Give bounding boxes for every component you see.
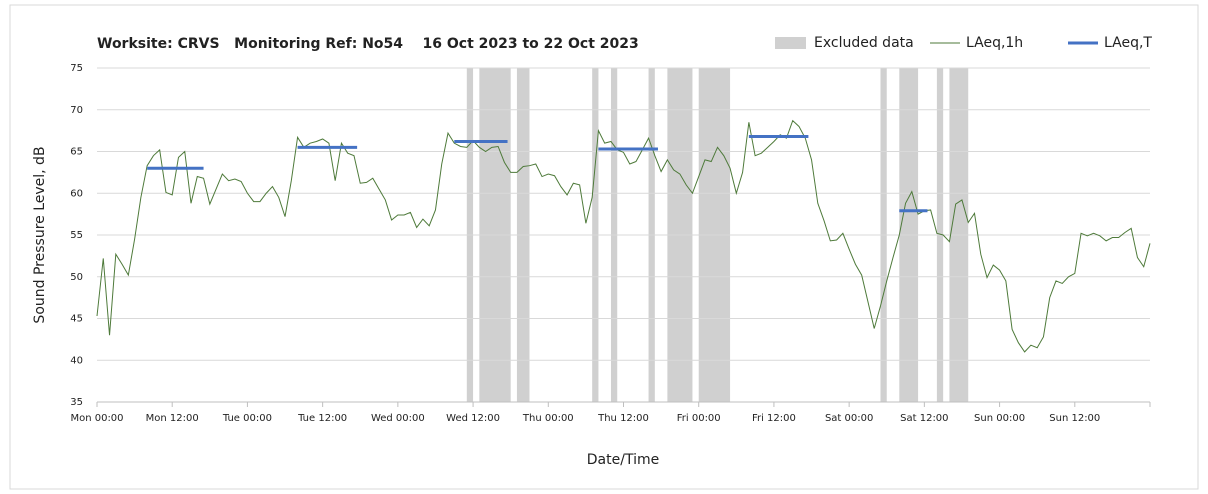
legend-label: LAeq,1h <box>966 35 1023 51</box>
y-tick-label: 55 <box>70 230 83 241</box>
x-tick-label: Sun 00:00 <box>974 413 1025 424</box>
x-tick-label: Mon 12:00 <box>146 413 199 424</box>
x-tick-label: Sun 12:00 <box>1049 413 1100 424</box>
y-tick-label: 70 <box>70 105 83 116</box>
x-tick-label: Wed 12:00 <box>446 413 500 424</box>
legend-label: LAeq,T <box>1104 35 1152 51</box>
y-tick-label: 50 <box>70 272 83 283</box>
chart-frame <box>9 4 1199 490</box>
chart-title: Worksite: CRVS Monitoring Ref: No54 16 O… <box>97 36 639 52</box>
x-tick-label: Mon 00:00 <box>70 413 123 424</box>
legend-swatch <box>775 37 806 49</box>
y-tick-label: 75 <box>70 63 83 74</box>
y-axis-label: Sound Pressure Level, dB <box>32 146 48 323</box>
x-tick-label: Wed 00:00 <box>371 413 425 424</box>
y-tick-label: 65 <box>70 147 83 158</box>
x-tick-label: Fri 00:00 <box>677 413 721 424</box>
x-tick-label: Fri 12:00 <box>752 413 796 424</box>
y-tick-label: 40 <box>70 355 83 366</box>
y-tick-label: 35 <box>70 397 83 408</box>
x-tick-label: Tue 00:00 <box>222 413 272 424</box>
line-series <box>96 119 1151 353</box>
y-tick-label: 45 <box>70 314 83 325</box>
y-tick-label: 60 <box>70 188 83 199</box>
x-tick-label: Thu 12:00 <box>597 413 649 424</box>
legend-label: Excluded data <box>814 35 914 51</box>
x-tick-label: Thu 00:00 <box>522 413 574 424</box>
x-tick-label: Sat 12:00 <box>900 413 948 424</box>
x-axis-label: Date/Time <box>587 452 659 468</box>
x-tick-label: Sat 00:00 <box>825 413 873 424</box>
x-tick-label: Tue 12:00 <box>297 413 347 424</box>
